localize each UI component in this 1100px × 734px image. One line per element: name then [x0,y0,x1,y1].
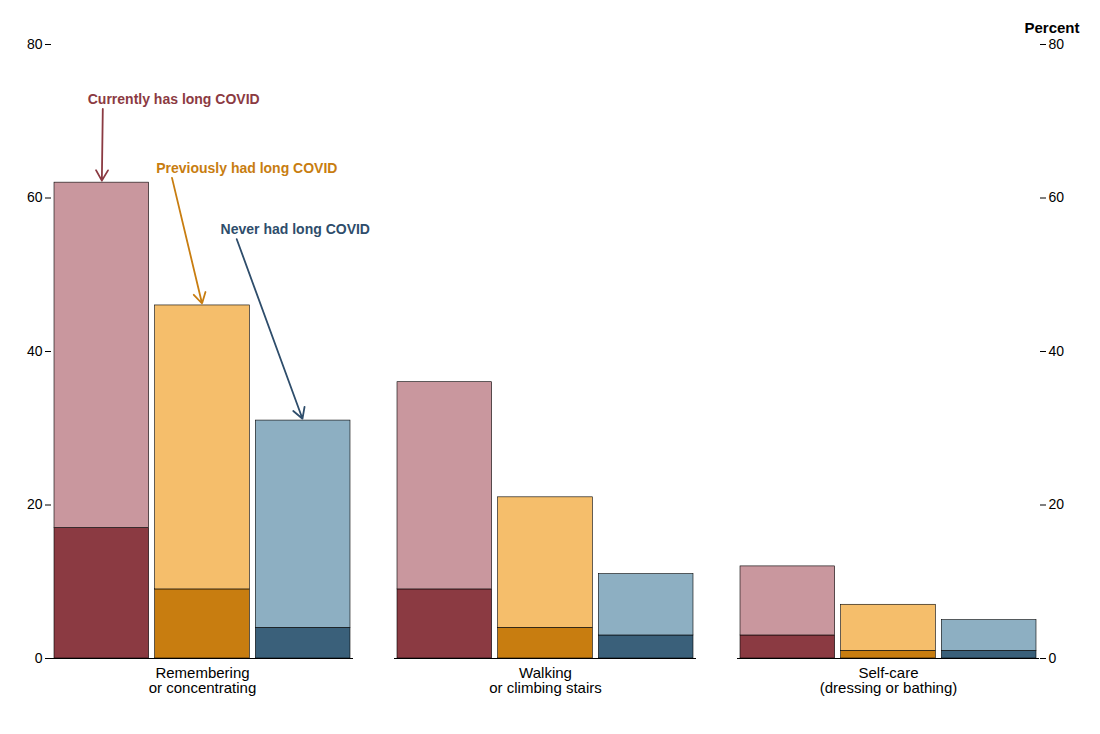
svg-text:40: 40 [1049,343,1065,359]
svg-text:80: 80 [1049,36,1065,52]
svg-text:60: 60 [27,189,43,205]
svg-text:Self-care(dressing or bathing): Self-care(dressing or bathing) [820,664,958,696]
svg-text:Rememberingor concentrating: Rememberingor concentrating [149,664,257,696]
svg-text:0: 0 [1049,650,1057,666]
svg-text:80: 80 [27,36,43,52]
svg-text:0: 0 [35,650,43,666]
svg-text:Never had long COVID: Never had long COVID [221,221,370,237]
svg-text:20: 20 [1049,496,1065,512]
svg-text:Previously had long COVID: Previously had long COVID [156,160,337,176]
svg-text:Currently has long COVID: Currently has long COVID [88,91,260,107]
svg-text:Walkingor climbing stairs: Walkingor climbing stairs [489,664,602,696]
svg-text:60: 60 [1049,189,1065,205]
svg-text:40: 40 [27,343,43,359]
svg-text:Percent: Percent [1024,19,1079,36]
svg-text:20: 20 [27,496,43,512]
